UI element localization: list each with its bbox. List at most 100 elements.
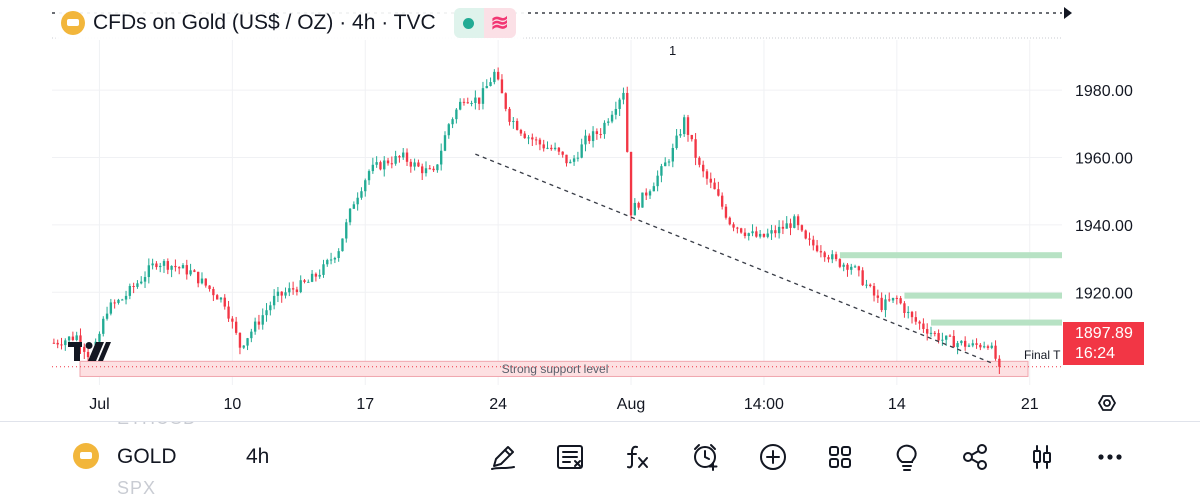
candle-body: [872, 286, 876, 296]
fx-icon[interactable]: [621, 440, 655, 474]
scroll-right-icon[interactable]: [1064, 7, 1072, 19]
symbol-button[interactable]: GOLD: [117, 445, 177, 468]
news-icon[interactable]: [553, 440, 587, 474]
candle-body: [337, 251, 340, 258]
candle-body: [766, 233, 769, 237]
candle-body: [599, 134, 602, 136]
candle-body: [937, 333, 940, 341]
alert-clock-icon[interactable]: [689, 440, 723, 474]
chart-title[interactable]: CFDs on Gold (US$ / OZ) · 4h · TVC: [93, 11, 436, 34]
candle-body: [857, 266, 861, 271]
candle-body: [538, 139, 542, 145]
candle-body: [739, 228, 743, 233]
candle-body: [432, 168, 435, 171]
candle-body: [375, 162, 378, 165]
candle-body: [276, 291, 280, 296]
time-tick-label: 10: [223, 396, 241, 413]
candle-body: [105, 313, 109, 319]
candle-body: [496, 71, 500, 80]
candle-body: [405, 152, 409, 162]
candle-body: [523, 133, 526, 139]
candle-body: [542, 144, 545, 149]
candle-body: [546, 147, 549, 149]
candle-body: [231, 318, 234, 322]
price-chart[interactable]: Strong support level 1 Final T 1980.00 196…: [0, 0, 1200, 421]
candle-body: [584, 135, 587, 145]
candle-body: [922, 323, 925, 330]
candle-body: [79, 335, 82, 347]
candle-body: [827, 257, 830, 260]
bar-countdown: 16:24: [1075, 345, 1116, 362]
candle-body: [98, 333, 101, 342]
candle-body: [398, 156, 401, 158]
candle-body: [603, 122, 606, 135]
idea-bulb-icon[interactable]: [890, 440, 924, 474]
candle-body: [907, 311, 910, 313]
candle-body: [914, 317, 917, 322]
price-tick-label: 1960.00: [1075, 151, 1133, 168]
pencil-icon[interactable]: [486, 440, 520, 474]
candle-body: [143, 277, 147, 282]
candle-body: [743, 232, 747, 236]
candle-type-icon[interactable]: [1025, 440, 1059, 474]
candle-body: [686, 117, 690, 135]
candle-body: [136, 283, 139, 287]
gold-symbol-icon[interactable]: [73, 443, 99, 469]
candle-body: [705, 171, 709, 179]
candle-body: [667, 161, 671, 163]
candle-body: [724, 206, 728, 218]
share-icon[interactable]: [958, 440, 992, 474]
candle-body: [440, 150, 443, 165]
candle-body: [197, 271, 200, 284]
candle-body: [998, 358, 1001, 367]
time-tick-label: 24: [489, 396, 507, 413]
candle-body: [819, 251, 823, 253]
candle-body: [67, 336, 71, 341]
candle-body: [215, 295, 219, 300]
candle-body: [774, 230, 777, 234]
candle-body: [284, 292, 287, 296]
candle-body: [261, 315, 264, 325]
time-tick-label: 14: [888, 396, 906, 413]
candle-body: [117, 299, 120, 303]
candle-body: [178, 267, 181, 269]
candle-body: [219, 297, 223, 300]
candle-body: [181, 265, 185, 269]
candle-body: [318, 274, 321, 277]
candle-body: [436, 164, 439, 171]
price-axis[interactable]: 1980.00 1960.00 1940.00 1920.00: [1075, 83, 1133, 302]
candle-body: [945, 335, 948, 340]
candle-body: [880, 297, 883, 311]
marker-label: 1: [669, 43, 676, 58]
time-axis[interactable]: Jul 10 17 24 Aug 14:00 14 21: [89, 396, 1038, 413]
candle-body: [310, 273, 314, 282]
candle-body: [777, 226, 781, 234]
settings-icon[interactable]: [1097, 395, 1117, 411]
candle-body: [371, 164, 375, 172]
add-plus-icon[interactable]: [756, 440, 790, 474]
candle-body: [493, 71, 496, 83]
candle-body: [531, 137, 534, 140]
candle-body: [159, 265, 162, 268]
candle-body: [990, 345, 993, 348]
candle-body: [842, 264, 845, 267]
candle-body: [121, 299, 124, 301]
candle-body: [698, 157, 701, 165]
candle-body: [83, 346, 86, 352]
candle-body: [865, 284, 868, 286]
chart-overlays: 1 Final T: [52, 43, 1062, 368]
candle-body: [379, 162, 382, 170]
candle-body: [876, 295, 880, 298]
more-icon[interactable]: [1093, 440, 1127, 474]
candle-body: [884, 299, 887, 311]
candle-body: [60, 344, 63, 346]
chart-header[interactable]: CFDs on Gold (US$ / OZ) · 4h · TVC ≋: [55, 6, 524, 40]
market-status-badge[interactable]: ≋: [453, 8, 516, 38]
candle-body: [356, 197, 359, 205]
time-tick-label: 17: [356, 396, 374, 413]
candle-body: [155, 263, 158, 268]
candle-body: [850, 266, 853, 270]
candle-body: [903, 303, 906, 313]
layout-grid-icon[interactable]: [823, 440, 857, 474]
timeframe-button[interactable]: 4h: [246, 445, 270, 468]
